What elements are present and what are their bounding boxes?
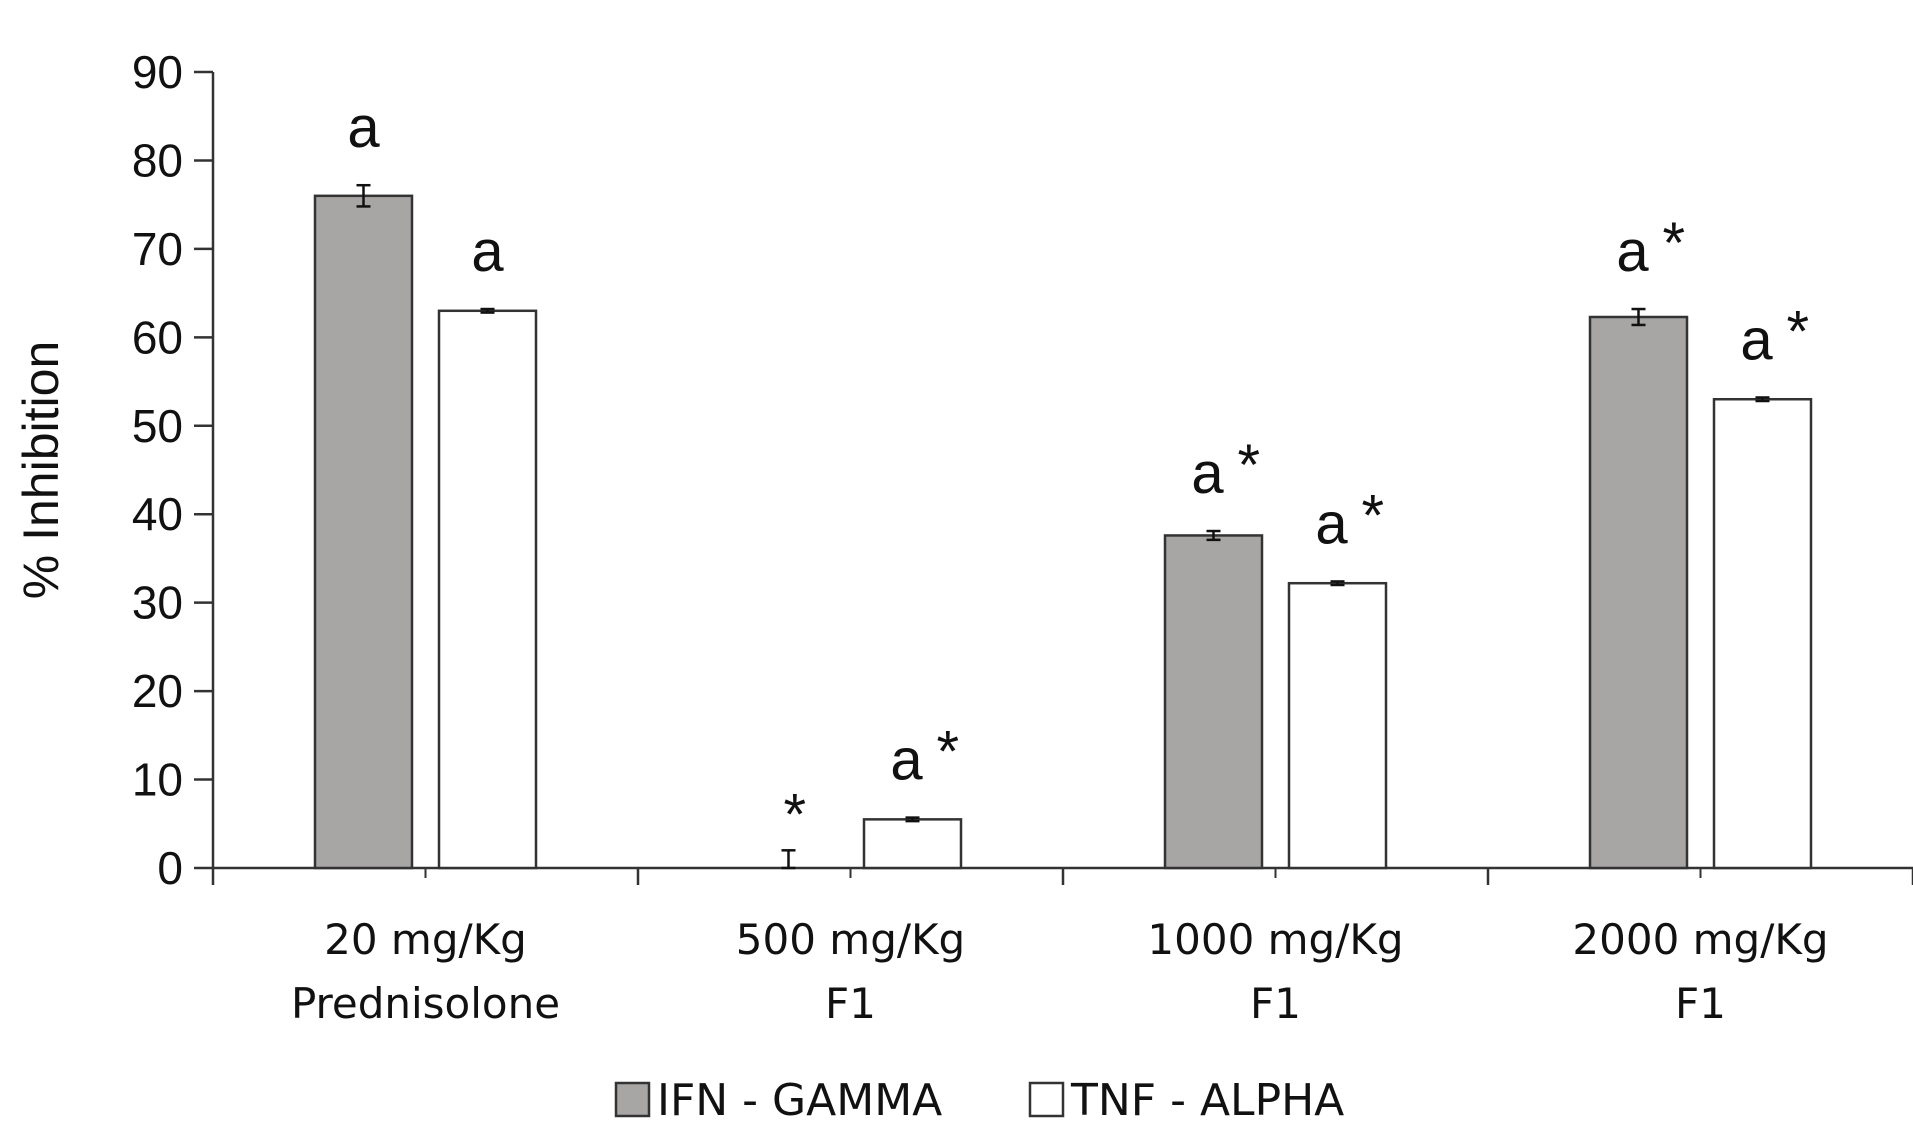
significance-letter: a [1315, 491, 1348, 556]
significance-letter: a [890, 728, 923, 793]
bar-tnf-alpha-3 [1712, 397, 1813, 870]
y-tick-label: 70 [132, 223, 183, 275]
significance-letter: a [1740, 307, 1773, 372]
category-label-line2: F1 [1250, 979, 1301, 1028]
significance-letter: a [471, 219, 504, 284]
annotations: aa*a *a *a *a *a * [347, 95, 1809, 847]
y-tick-label: 90 [132, 46, 183, 98]
significance-letter: a [1191, 441, 1224, 506]
category-label-line1: 1000 mg/Kg [1147, 915, 1403, 964]
significance-star: * [937, 720, 960, 785]
y-ticks: 0 10 20 30 40 50 60 70 80 90 [132, 46, 213, 894]
y-tick-label: 50 [132, 400, 183, 452]
significance-star: * [1362, 483, 1385, 548]
legend: IFN - GAMMA TNF - ALPHA [614, 1075, 1344, 1126]
legend-swatch-ifn-gamma [614, 1081, 651, 1118]
bars [313, 183, 1813, 870]
significance-star: * [1663, 211, 1686, 276]
bar-tnf-alpha-1 [862, 818, 963, 870]
y-tick-label: 40 [132, 488, 183, 540]
bar-tnf-alpha-2 [1287, 581, 1388, 870]
y-tick-label: 60 [132, 311, 183, 363]
x-ticks [211, 868, 1913, 885]
legend-label-tnf-alpha: TNF - ALPHA [1070, 1075, 1344, 1126]
y-tick-label: 0 [157, 842, 183, 894]
bar-ifn-gamma-3 [1588, 315, 1689, 870]
legend-swatch-tnf-alpha [1028, 1081, 1065, 1118]
significance-letter: a [1616, 219, 1649, 284]
category-label-line1: 2000 mg/Kg [1572, 915, 1828, 964]
y-tick-label: 20 [132, 665, 183, 717]
bar-ifn-gamma-0 [313, 194, 414, 870]
significance-star: * [784, 782, 807, 847]
significance-letter: a [347, 95, 380, 160]
significance-star: * [1787, 299, 1810, 364]
bar-tnf-alpha-0 [437, 309, 538, 870]
y-tick-label: 80 [132, 134, 183, 186]
bar-ifn-gamma-2 [1163, 534, 1264, 870]
significance-star: * [1238, 433, 1261, 498]
legend-label-ifn-gamma: IFN - GAMMA [657, 1075, 942, 1126]
y-tick-label: 10 [132, 754, 183, 806]
category-label-line2: Prednisolone [291, 979, 560, 1028]
category-labels: 20 mg/Kg Prednisolone 500 mg/Kg F1 1000 mg/K… [291, 915, 1829, 1028]
y-tick-label: 30 [132, 577, 183, 629]
category-label-line1: 500 mg/Kg [736, 915, 965, 964]
category-label-line1: 20 mg/Kg [324, 915, 527, 964]
y-axis-title: % Inhibition [13, 341, 69, 600]
category-label-line2: F1 [1675, 979, 1726, 1028]
category-label-line2: F1 [825, 979, 876, 1028]
